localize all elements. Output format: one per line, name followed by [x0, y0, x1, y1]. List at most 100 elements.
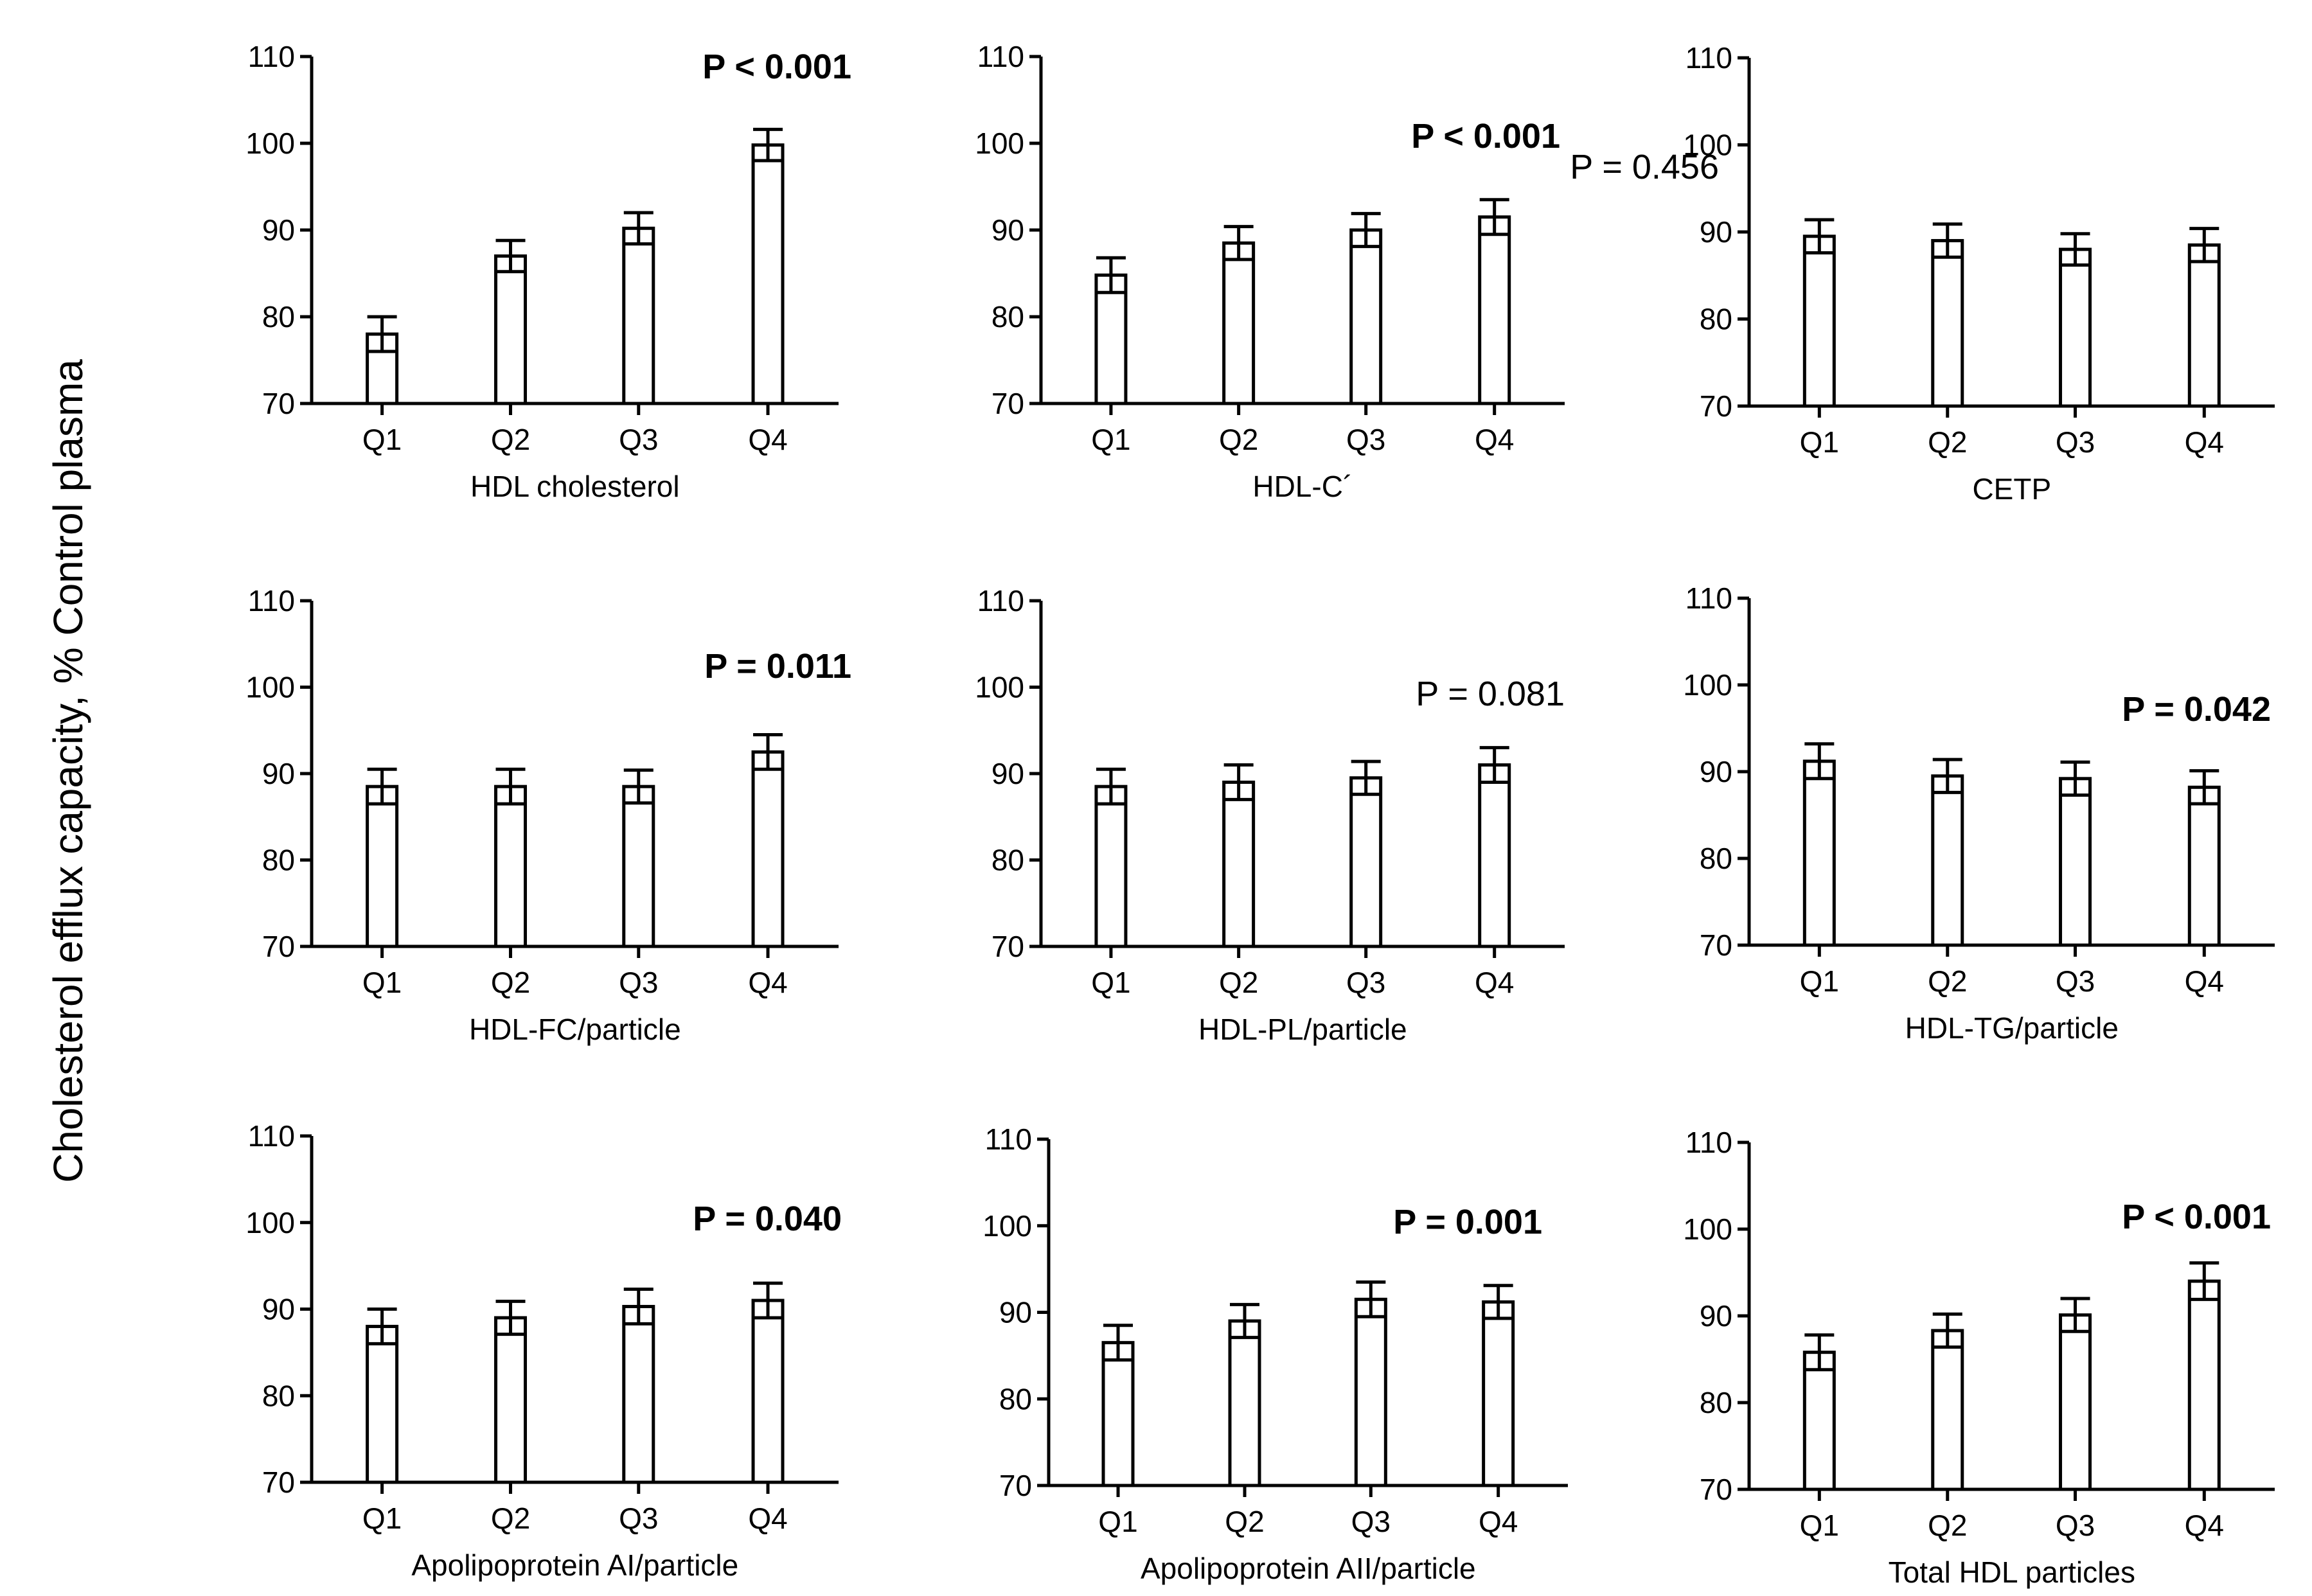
panel-4-p-value: P = 0.011 — [704, 647, 851, 686]
panel-1-category-label: Q1 — [362, 423, 402, 456]
panel-8-category-label: Q4 — [1479, 1505, 1518, 1538]
panel-6-category-label: Q2 — [1928, 964, 1967, 998]
panel-9-category-label: Q2 — [1928, 1509, 1967, 1542]
panel-9-x-axis-label: Total HDL particles — [1889, 1556, 2135, 1589]
panel-9-y-tick-label: 90 — [1700, 1299, 1732, 1333]
panel-3-bar-Q1 — [1802, 235, 1836, 408]
panel-8-y-tick-label: 70 — [999, 1469, 1032, 1502]
panel-3-y-tick-label: 110 — [1685, 41, 1732, 75]
panel-4-category-label: Q2 — [491, 966, 530, 999]
panel-7-p-value: P = 0.040 — [693, 1200, 842, 1238]
panel-1-category-label: Q4 — [748, 423, 787, 456]
panel-5-category-label: Q4 — [1475, 966, 1514, 999]
panel-5-bar-Q3 — [1349, 776, 1383, 948]
panel-9-y-tick-label: 110 — [1685, 1126, 1732, 1159]
panel-3-bar-Q3 — [2059, 247, 2092, 408]
panel-5-category-label: Q1 — [1091, 966, 1130, 999]
panel-8-bar-Q2 — [1228, 1319, 1261, 1487]
panel-4-category-label: Q4 — [748, 966, 787, 999]
panel-6-y-tick-label: 70 — [1700, 928, 1732, 962]
panel-4-bar-Q3 — [622, 785, 655, 948]
panel-8-x-axis-label: Apolipoprotein AII/particle — [1141, 1552, 1476, 1585]
panel-2-bar-Q1 — [1094, 273, 1128, 405]
panel-4-y-tick-label: 90 — [262, 757, 295, 790]
panel-9-category-label: Q4 — [2185, 1509, 2224, 1542]
panel-2-bar-Q2 — [1222, 241, 1256, 405]
panel-7-bar-Q2 — [494, 1316, 528, 1484]
panel-3-x-axis-label: CETP — [1972, 472, 2051, 506]
panel-7: 70 80 90 100 110 Q1 Q2 Q3 Q4 Apolipoprotein AI/pa… — [245, 1119, 842, 1582]
panel-6-bar-Q2 — [1931, 774, 1964, 947]
panel-1-p-value: P < 0.001 — [702, 48, 851, 86]
panel-3-y-tick-label: 80 — [1700, 303, 1732, 336]
panel-3-category-label: Q4 — [2185, 425, 2224, 459]
panel-9-p-value: P < 0.001 — [2122, 1198, 2271, 1236]
panel-3: 70 80 90 100 110 Q1 Q2 Q3 Q4 CETP P = 0.456 — [1570, 41, 2275, 506]
panel-5-y-tick-label: 90 — [991, 757, 1024, 790]
panel-8-bar-Q3 — [1354, 1297, 1387, 1487]
figure-y-axis-label: Cholesterol efflux capacity, % Control p… — [45, 359, 91, 1183]
panel-6-category-label: Q4 — [2185, 964, 2224, 998]
panel-6-bar-Q4 — [2187, 785, 2221, 947]
panel-2-bar-Q4 — [1478, 215, 1511, 405]
panel-4-y-tick-label: 70 — [262, 930, 295, 963]
panel-2-category-label: Q4 — [1475, 423, 1514, 456]
panel-4-y-tick-label: 80 — [262, 844, 295, 877]
panel-7-category-label: Q1 — [362, 1502, 402, 1535]
panel-7-category-label: Q2 — [491, 1502, 530, 1535]
panel-8-bar-Q1 — [1101, 1341, 1135, 1487]
panel-3-y-tick-label: 100 — [1683, 129, 1732, 162]
panel-8-y-tick-label: 90 — [999, 1296, 1032, 1329]
panel-9-bar-Q1 — [1802, 1351, 1836, 1491]
panel-5: 70 80 90 100 110 Q1 Q2 Q3 Q4 HDL-PL/particle P = 0… — [975, 584, 1565, 1046]
panel-1-x-axis-label: HDL cholesterol — [470, 470, 680, 503]
panel-6-category-label: Q3 — [2056, 964, 2095, 998]
panel-5-bar-Q4 — [1478, 763, 1511, 948]
panel-1-bar-Q4 — [751, 143, 785, 405]
panel-4-bar-Q1 — [366, 785, 399, 948]
panel-7-bar-Q3 — [622, 1304, 655, 1484]
panel-4: 70 80 90 100 110 Q1 Q2 Q3 Q4 HDL-FC/particle P = 0… — [245, 584, 851, 1046]
panel-6-y-tick-label: 100 — [1683, 668, 1732, 702]
panel-9-y-tick-label: 100 — [1683, 1212, 1732, 1246]
panel-9: 70 80 90 100 110 Q1 Q2 Q3 Q4 Total HDL particles P… — [1683, 1126, 2275, 1589]
panel-8-p-value: P = 0.001 — [1393, 1203, 1542, 1241]
panel-1: 70 80 90 100 110 Q1 Q2 Q3 Q4 HDL cholesterol P < 0… — [245, 40, 851, 503]
panel-8-y-tick-label: 100 — [983, 1209, 1032, 1243]
panel-6-bar-Q3 — [2059, 777, 2092, 947]
panel-7-bar-Q1 — [366, 1324, 399, 1484]
panel-5-x-axis-label: HDL-PL/particle — [1198, 1013, 1407, 1046]
panel-5-y-tick-label: 100 — [975, 671, 1024, 704]
panel-6-y-tick-label: 80 — [1700, 842, 1732, 875]
panel-6-x-axis-label: HDL-TG/particle — [1905, 1011, 2119, 1045]
panel-9-category-label: Q3 — [2056, 1509, 2095, 1542]
panel-1-category-label: Q3 — [619, 423, 658, 456]
panel-3-category-label: Q2 — [1928, 425, 1967, 459]
panel-8-category-label: Q1 — [1098, 1505, 1137, 1538]
panel-9-y-tick-label: 70 — [1700, 1473, 1732, 1506]
panel-3-bar-Q2 — [1931, 239, 1964, 408]
panel-6-category-label: Q1 — [1800, 964, 1839, 998]
panel-5-category-label: Q3 — [1346, 966, 1385, 999]
panel-7-y-tick-label: 90 — [262, 1293, 295, 1326]
panel-1-bar-Q2 — [494, 254, 528, 405]
panel-4-category-label: Q3 — [619, 966, 658, 999]
panel-1-y-tick-label: 110 — [248, 40, 295, 73]
panel-1-y-tick-label: 80 — [262, 300, 295, 333]
panel-7-y-tick-label: 110 — [248, 1119, 295, 1153]
panel-4-y-tick-label: 100 — [245, 671, 295, 704]
panel-3-category-label: Q1 — [1800, 425, 1839, 459]
panel-7-bar-Q4 — [751, 1299, 785, 1484]
panel-1-y-tick-label: 70 — [262, 387, 295, 420]
panel-2-y-tick-label: 70 — [991, 387, 1024, 420]
panel-2-y-tick-label: 90 — [991, 213, 1024, 247]
panel-9-bar-Q4 — [2187, 1279, 2221, 1491]
panel-5-bar-Q2 — [1222, 780, 1256, 948]
panel-2-y-tick-label: 110 — [977, 40, 1024, 73]
panel-7-category-label: Q3 — [619, 1502, 658, 1535]
panel-5-p-value: P = 0.081 — [1416, 675, 1565, 713]
panel-6-bar-Q1 — [1802, 759, 1836, 947]
panel-5-bar-Q1 — [1094, 785, 1128, 948]
